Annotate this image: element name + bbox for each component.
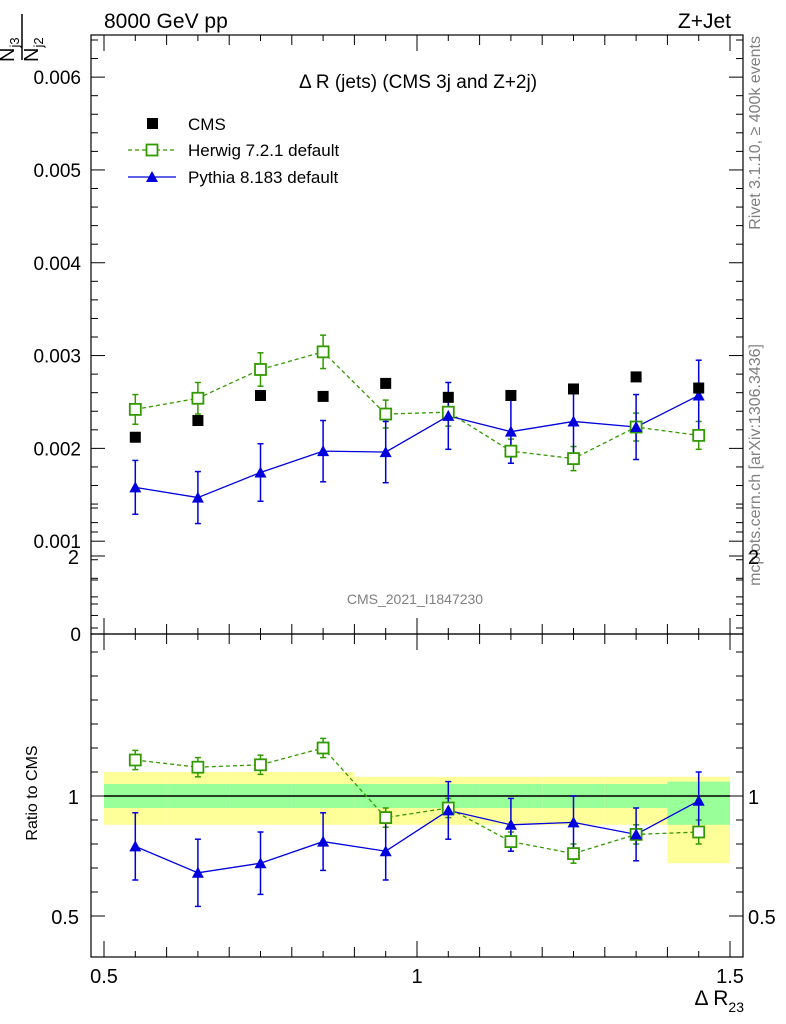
cms-point xyxy=(442,391,454,403)
ratio-pythia-point xyxy=(630,828,643,840)
header-left: 8000 GeV pp xyxy=(104,10,228,33)
plot-title: Δ R (jets) (CMS 3j and Z+2j) xyxy=(299,72,537,93)
pythia-point xyxy=(254,466,267,478)
ratio-ytick-label-right: 1 xyxy=(748,787,759,809)
top-ytick-label: 0.002 xyxy=(33,439,81,460)
legend: CMS Herwig 7.2.1 default Pythia 8.183 de… xyxy=(128,115,339,187)
herwig-point xyxy=(128,402,142,416)
ratio-herwig-point xyxy=(504,835,518,848)
cms-point xyxy=(255,389,266,401)
top-ytick-label: 0 xyxy=(70,625,81,646)
top-ytick-label: 0.004 xyxy=(33,254,81,275)
ratio-ytick-label-right: 2 xyxy=(748,547,759,569)
ratio-ytick-label: 2 xyxy=(68,547,79,569)
ratio-herwig-point xyxy=(567,847,580,860)
cms-point xyxy=(630,371,642,383)
pythia-point xyxy=(379,446,392,458)
legend-cms-marker xyxy=(147,118,158,129)
ratio-pythia-point xyxy=(129,840,142,852)
ratio-pythia-point xyxy=(504,818,517,830)
ratio-herwig-point xyxy=(379,811,393,824)
pythia-point xyxy=(504,425,517,437)
top-ylabel: Nj3 Nj2 xyxy=(0,14,46,62)
cms-point xyxy=(380,377,392,389)
ratio-herwig-point xyxy=(254,758,267,772)
ratio-herwig-point xyxy=(316,741,330,755)
ratio-pythia-point xyxy=(191,866,204,878)
header-right: Z+Jet xyxy=(678,10,731,33)
ratio-pythia-line xyxy=(135,800,700,874)
pythia-line xyxy=(135,394,699,499)
x-tick-label: 0.5 xyxy=(90,966,118,988)
ratio-ylabel: Ratio to CMS xyxy=(24,745,41,840)
legend-pythia-label: Pythia 8.183 default xyxy=(188,168,339,187)
legend-cms-label: CMS xyxy=(188,115,226,134)
ratio-herwig-line xyxy=(135,747,699,855)
top-ytick-label: 0.005 xyxy=(33,161,81,182)
herwig-point xyxy=(191,391,205,405)
top-ytick-label: 0.001 xyxy=(33,532,81,553)
ratio-pythia-point xyxy=(442,804,455,816)
x-axis-label: Δ R23 xyxy=(695,987,745,1015)
ratio-pythia-point xyxy=(692,794,705,806)
watermark-analysis: CMS_2021_I1847230 xyxy=(347,591,483,607)
cms-point xyxy=(192,415,204,427)
herwig-point xyxy=(567,452,580,465)
cms-point xyxy=(568,383,579,395)
pythia-point xyxy=(129,481,142,493)
pythia-point xyxy=(191,491,204,503)
cms-point xyxy=(505,389,517,401)
rivet-label: Rivet 3.1.10, ≥ 400k events xyxy=(747,36,764,230)
herwig-point xyxy=(379,407,393,421)
legend-herwig-marker xyxy=(145,143,159,157)
ratio-herwig-point xyxy=(191,760,205,774)
ylabel-den: Nj2 xyxy=(21,37,46,62)
cms-point xyxy=(317,390,329,402)
herwig-point xyxy=(504,444,518,458)
ylabel-num: Nj3 xyxy=(0,37,22,62)
ratio-ytick-label: 1 xyxy=(68,787,79,809)
ratio-ytick-label-right: 0.5 xyxy=(748,907,776,929)
ratio-ytick-label: 0.5 xyxy=(51,907,79,929)
ratio-pythia-point xyxy=(379,845,392,857)
ratio-pythia-point xyxy=(567,816,580,828)
pythia-point xyxy=(692,389,705,401)
legend-pythia-marker xyxy=(146,171,158,182)
ratio-herwig-point xyxy=(128,753,142,767)
pythia-point xyxy=(317,445,330,457)
pythia-point xyxy=(442,409,455,421)
cms-point xyxy=(693,382,705,394)
x-tick-label: 1.5 xyxy=(716,966,744,988)
top-ytick-label: 0.003 xyxy=(33,347,81,368)
herwig-line xyxy=(135,351,699,460)
site-label: mcplots.cern.ch [arXiv:1306.3436] xyxy=(747,344,764,586)
ratio-herwig-point xyxy=(692,825,706,839)
pythia-point xyxy=(567,415,580,427)
herwig-point xyxy=(254,363,267,376)
cms-point xyxy=(129,431,141,443)
pythia-point xyxy=(630,421,643,433)
x-tick-label: 1 xyxy=(411,966,422,988)
top-ytick-label: 0.006 xyxy=(33,68,81,89)
herwig-point xyxy=(692,428,706,442)
herwig-point xyxy=(316,345,330,359)
ratio-pythia-point xyxy=(254,857,267,869)
ratio-pythia-point xyxy=(317,835,330,847)
legend-herwig-label: Herwig 7.2.1 default xyxy=(188,141,339,160)
